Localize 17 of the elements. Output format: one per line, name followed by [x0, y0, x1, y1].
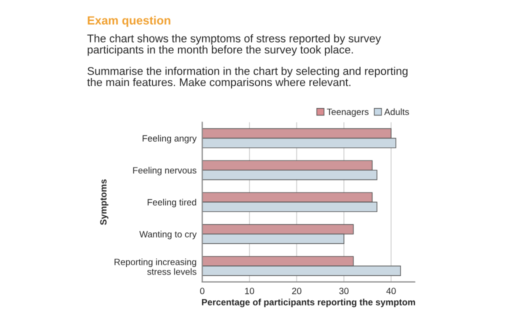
y-tick-label: Feeling tired: [148, 198, 196, 208]
legend-label: Adults: [384, 108, 409, 116]
chart-subtitle: The chart shows the symptoms of stress reported by survey participants in the month before the survey took place.: [87, 34, 381, 56]
chart-title: Exam question: [88, 16, 170, 27]
legend-label: Teenagers: [326, 108, 369, 117]
x-axis-title: Percentage of participants reporting the symptom: [202, 298, 416, 308]
x-tick-label: 10: [245, 288, 254, 294]
text: Summarise the information in the chart by selecting and reporting the main features. Make comparisons where relevant.: [87, 66, 408, 88]
x-tick-label: 20: [292, 288, 302, 294]
y-tick-label: Feeling angry: [142, 134, 197, 144]
y-tick-label: Reporting increasing stress levels: [114, 258, 196, 275]
y-tick-label: Feeling nervous: [133, 166, 196, 176]
x-tick-label: 30: [339, 288, 349, 294]
y-tick-label: Wanting to cry: [139, 230, 197, 240]
y-axis-title: Symptoms: [100, 179, 108, 225]
x-tick-label: 0: [200, 288, 204, 294]
x-tick-label: 40: [386, 288, 396, 294]
